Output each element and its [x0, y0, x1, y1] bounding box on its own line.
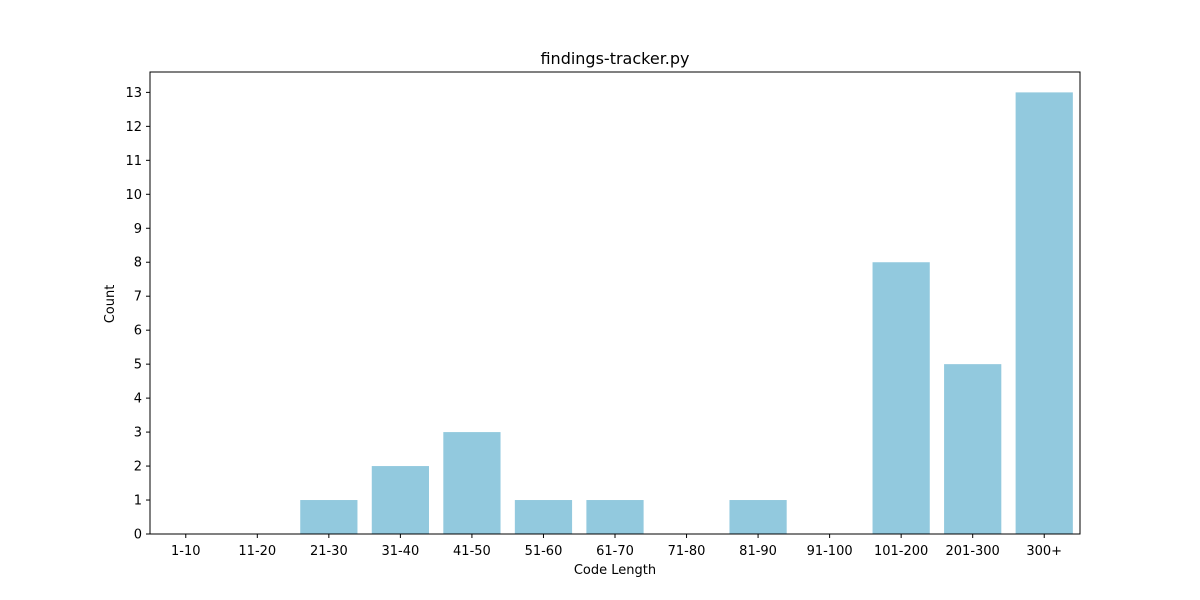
bar-31-40: [371, 466, 429, 534]
bar-81-90: [729, 500, 787, 534]
x-tick-label: 31-40: [381, 544, 419, 559]
x-tick-label: 11-20: [238, 544, 276, 559]
y-tick-label: 0: [134, 528, 142, 543]
x-tick-label: 21-30: [310, 544, 348, 559]
y-tick-label: 1: [134, 494, 142, 509]
y-tick-label: 9: [134, 222, 142, 237]
x-tick-label: 81-90: [739, 544, 777, 559]
x-tick-label: 61-70: [596, 544, 634, 559]
plot-frame: [149, 71, 1081, 535]
x-tick-label: 201-300: [946, 544, 1000, 559]
x-tick-label: 71-80: [668, 544, 706, 559]
y-tick-label: 2: [134, 460, 142, 475]
x-tick-label: 91-100: [807, 544, 853, 559]
x-tick-label: 51-60: [525, 544, 563, 559]
y-tick-label: 4: [134, 392, 142, 407]
y-tick-label: 3: [134, 426, 142, 441]
y-tick-label: 7: [134, 290, 142, 305]
bar-41-50: [443, 432, 501, 534]
x-axis-title: Code Length: [574, 563, 656, 578]
bar-101-200: [872, 262, 930, 534]
y-tick-label: 13: [125, 86, 142, 101]
bars-layer: [300, 92, 1073, 534]
x-tick-label: 101-200: [874, 544, 928, 559]
bar-201-300: [944, 364, 1002, 534]
bar-61-70: [586, 500, 644, 534]
y-tick-label: 6: [134, 324, 142, 339]
x-tick-label: 1-10: [171, 544, 201, 559]
x-tick-label: 41-50: [453, 544, 491, 559]
bar-21-30: [300, 500, 358, 534]
y-axis-title: Count: [103, 285, 118, 324]
y-tick-label: 10: [125, 188, 142, 203]
y-tick-label: 11: [125, 154, 142, 169]
chart-title: findings-tracker.py: [540, 49, 689, 68]
bar-300+: [1015, 92, 1073, 534]
y-tick-label: 12: [125, 120, 142, 135]
bar-51-60: [514, 500, 573, 534]
x-tick-label: 300+: [1026, 544, 1062, 559]
y-tick-label: 5: [134, 358, 142, 373]
y-tick-label: 8: [134, 256, 142, 271]
x-axis-ticks: 1-10 11-20 21-30 31-40 41-50 51-60 61-70 71-80 8…: [171, 534, 1062, 559]
